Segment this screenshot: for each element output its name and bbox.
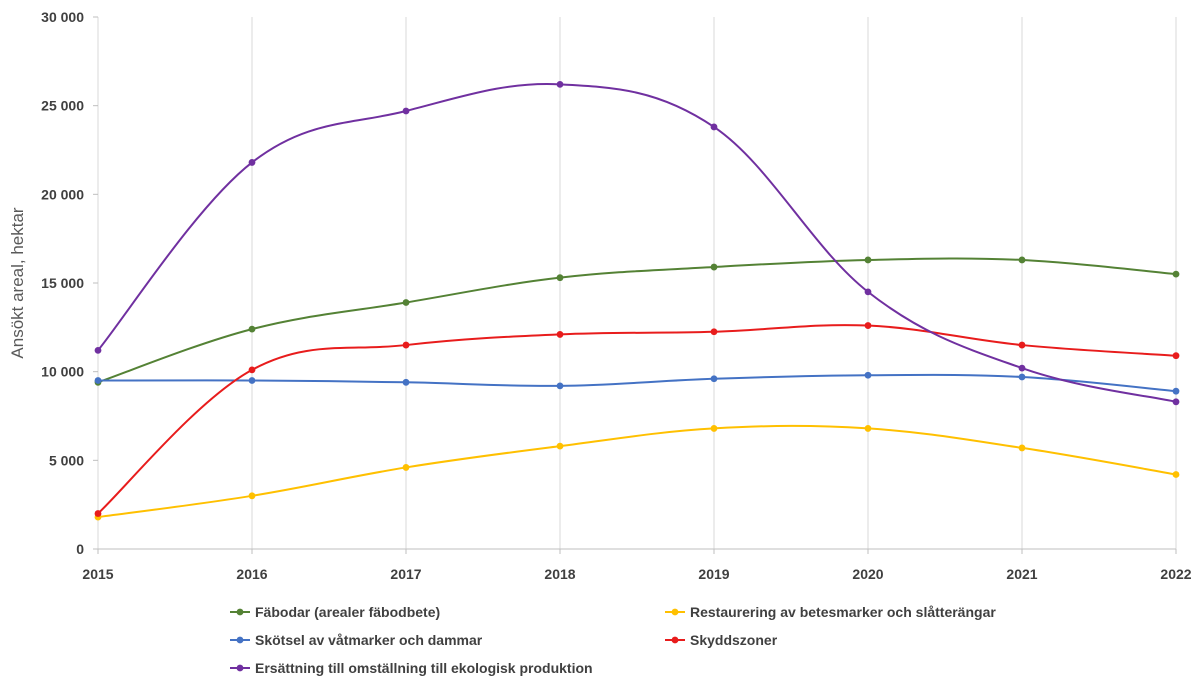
data-point <box>1018 373 1026 381</box>
data-point <box>94 510 102 517</box>
y-axis-title: Ansökt areal, hektar <box>8 207 27 359</box>
data-point <box>710 328 718 336</box>
legend-marker <box>236 608 244 616</box>
data-point <box>402 107 410 115</box>
x-tick-label: 2017 <box>390 566 421 582</box>
y-tick-label: 25 000 <box>41 98 84 114</box>
legend-item: Skötsel av våtmarker och dammar <box>230 632 483 648</box>
data-point <box>864 425 872 432</box>
legend-label: Ersättning till omställning till ekologi… <box>255 660 593 676</box>
series-line <box>97 257 1177 384</box>
data-point <box>248 492 256 500</box>
x-tick-label: 2021 <box>1006 566 1037 582</box>
series-group <box>94 322 1180 517</box>
legend-label: Restaurering av betesmarker och slåtterä… <box>690 604 996 620</box>
series-line <box>97 424 1177 519</box>
data-point <box>248 325 256 333</box>
series-line <box>97 83 1177 403</box>
y-tick-label: 30 000 <box>41 9 84 25</box>
legend-marker <box>236 664 244 672</box>
data-point <box>1172 471 1180 478</box>
y-tick-label: 10 000 <box>41 364 84 380</box>
legend: Fäbodar (arealer fäbodbete) Restaurering … <box>230 604 996 676</box>
series-line <box>97 373 1177 393</box>
legend-label: Fäbodar (arealer fäbodbete) <box>255 604 440 620</box>
series-group <box>94 80 1180 406</box>
data-point <box>710 425 718 432</box>
x-tick-label: 2015 <box>82 566 113 582</box>
data-point <box>710 263 718 271</box>
data-point <box>710 375 718 383</box>
data-point <box>94 377 102 384</box>
data-point <box>248 366 256 374</box>
data-point <box>1172 270 1180 278</box>
legend-item: Ersättning till omställning till ekologi… <box>230 660 593 676</box>
data-point <box>402 299 410 306</box>
data-point <box>864 256 872 264</box>
x-tick-label: 2022 <box>1160 566 1191 582</box>
data-point <box>402 341 410 349</box>
axis-layer: 0 5 000 10 000 15 000 20 000 25 000 30 000 2015… <box>41 9 1192 582</box>
series-group <box>94 256 1180 386</box>
data-point <box>1018 256 1026 264</box>
legend-marker <box>671 636 679 644</box>
y-tick-label: 0 <box>76 541 84 557</box>
data-point <box>556 382 564 390</box>
x-tick-label: 2016 <box>236 566 267 582</box>
data-point <box>248 159 256 166</box>
data-point <box>1172 398 1180 406</box>
x-tick-label: 2020 <box>852 566 883 582</box>
data-point <box>864 288 872 296</box>
data-point <box>1018 341 1026 349</box>
data-point <box>248 377 256 384</box>
data-point <box>556 80 564 88</box>
data-point <box>1172 387 1180 395</box>
y-tick-label: 15 000 <box>41 275 84 291</box>
grid-layer <box>251 17 1177 549</box>
data-point <box>710 123 718 131</box>
data-point <box>556 442 564 450</box>
data-point <box>402 464 410 471</box>
series-group <box>94 371 1180 395</box>
legend-label: Skyddszoner <box>690 632 778 648</box>
legend-item: Restaurering av betesmarker och slåtterä… <box>665 604 996 620</box>
y-tick-label: 5 000 <box>49 452 84 468</box>
series-group <box>94 424 1180 521</box>
data-point <box>94 346 102 354</box>
data-point <box>864 322 872 329</box>
legend-item: Skyddszoner <box>665 632 778 648</box>
legend-item: Fäbodar (arealer fäbodbete) <box>230 604 440 620</box>
data-point <box>556 274 564 282</box>
data-point <box>864 371 872 379</box>
legend-marker <box>671 608 679 616</box>
data-point <box>1172 352 1180 360</box>
x-tick-label: 2019 <box>698 566 729 582</box>
data-point <box>1018 444 1026 452</box>
x-tick-label: 2018 <box>544 566 575 582</box>
legend-marker <box>236 636 244 644</box>
legend-label: Skötsel av våtmarker och dammar <box>255 632 483 648</box>
y-tick-label: 20 000 <box>41 186 84 202</box>
data-point <box>1018 364 1026 372</box>
data-point <box>556 331 564 338</box>
series-layer <box>94 80 1180 521</box>
series-line <box>97 324 1177 515</box>
data-point <box>402 378 410 386</box>
